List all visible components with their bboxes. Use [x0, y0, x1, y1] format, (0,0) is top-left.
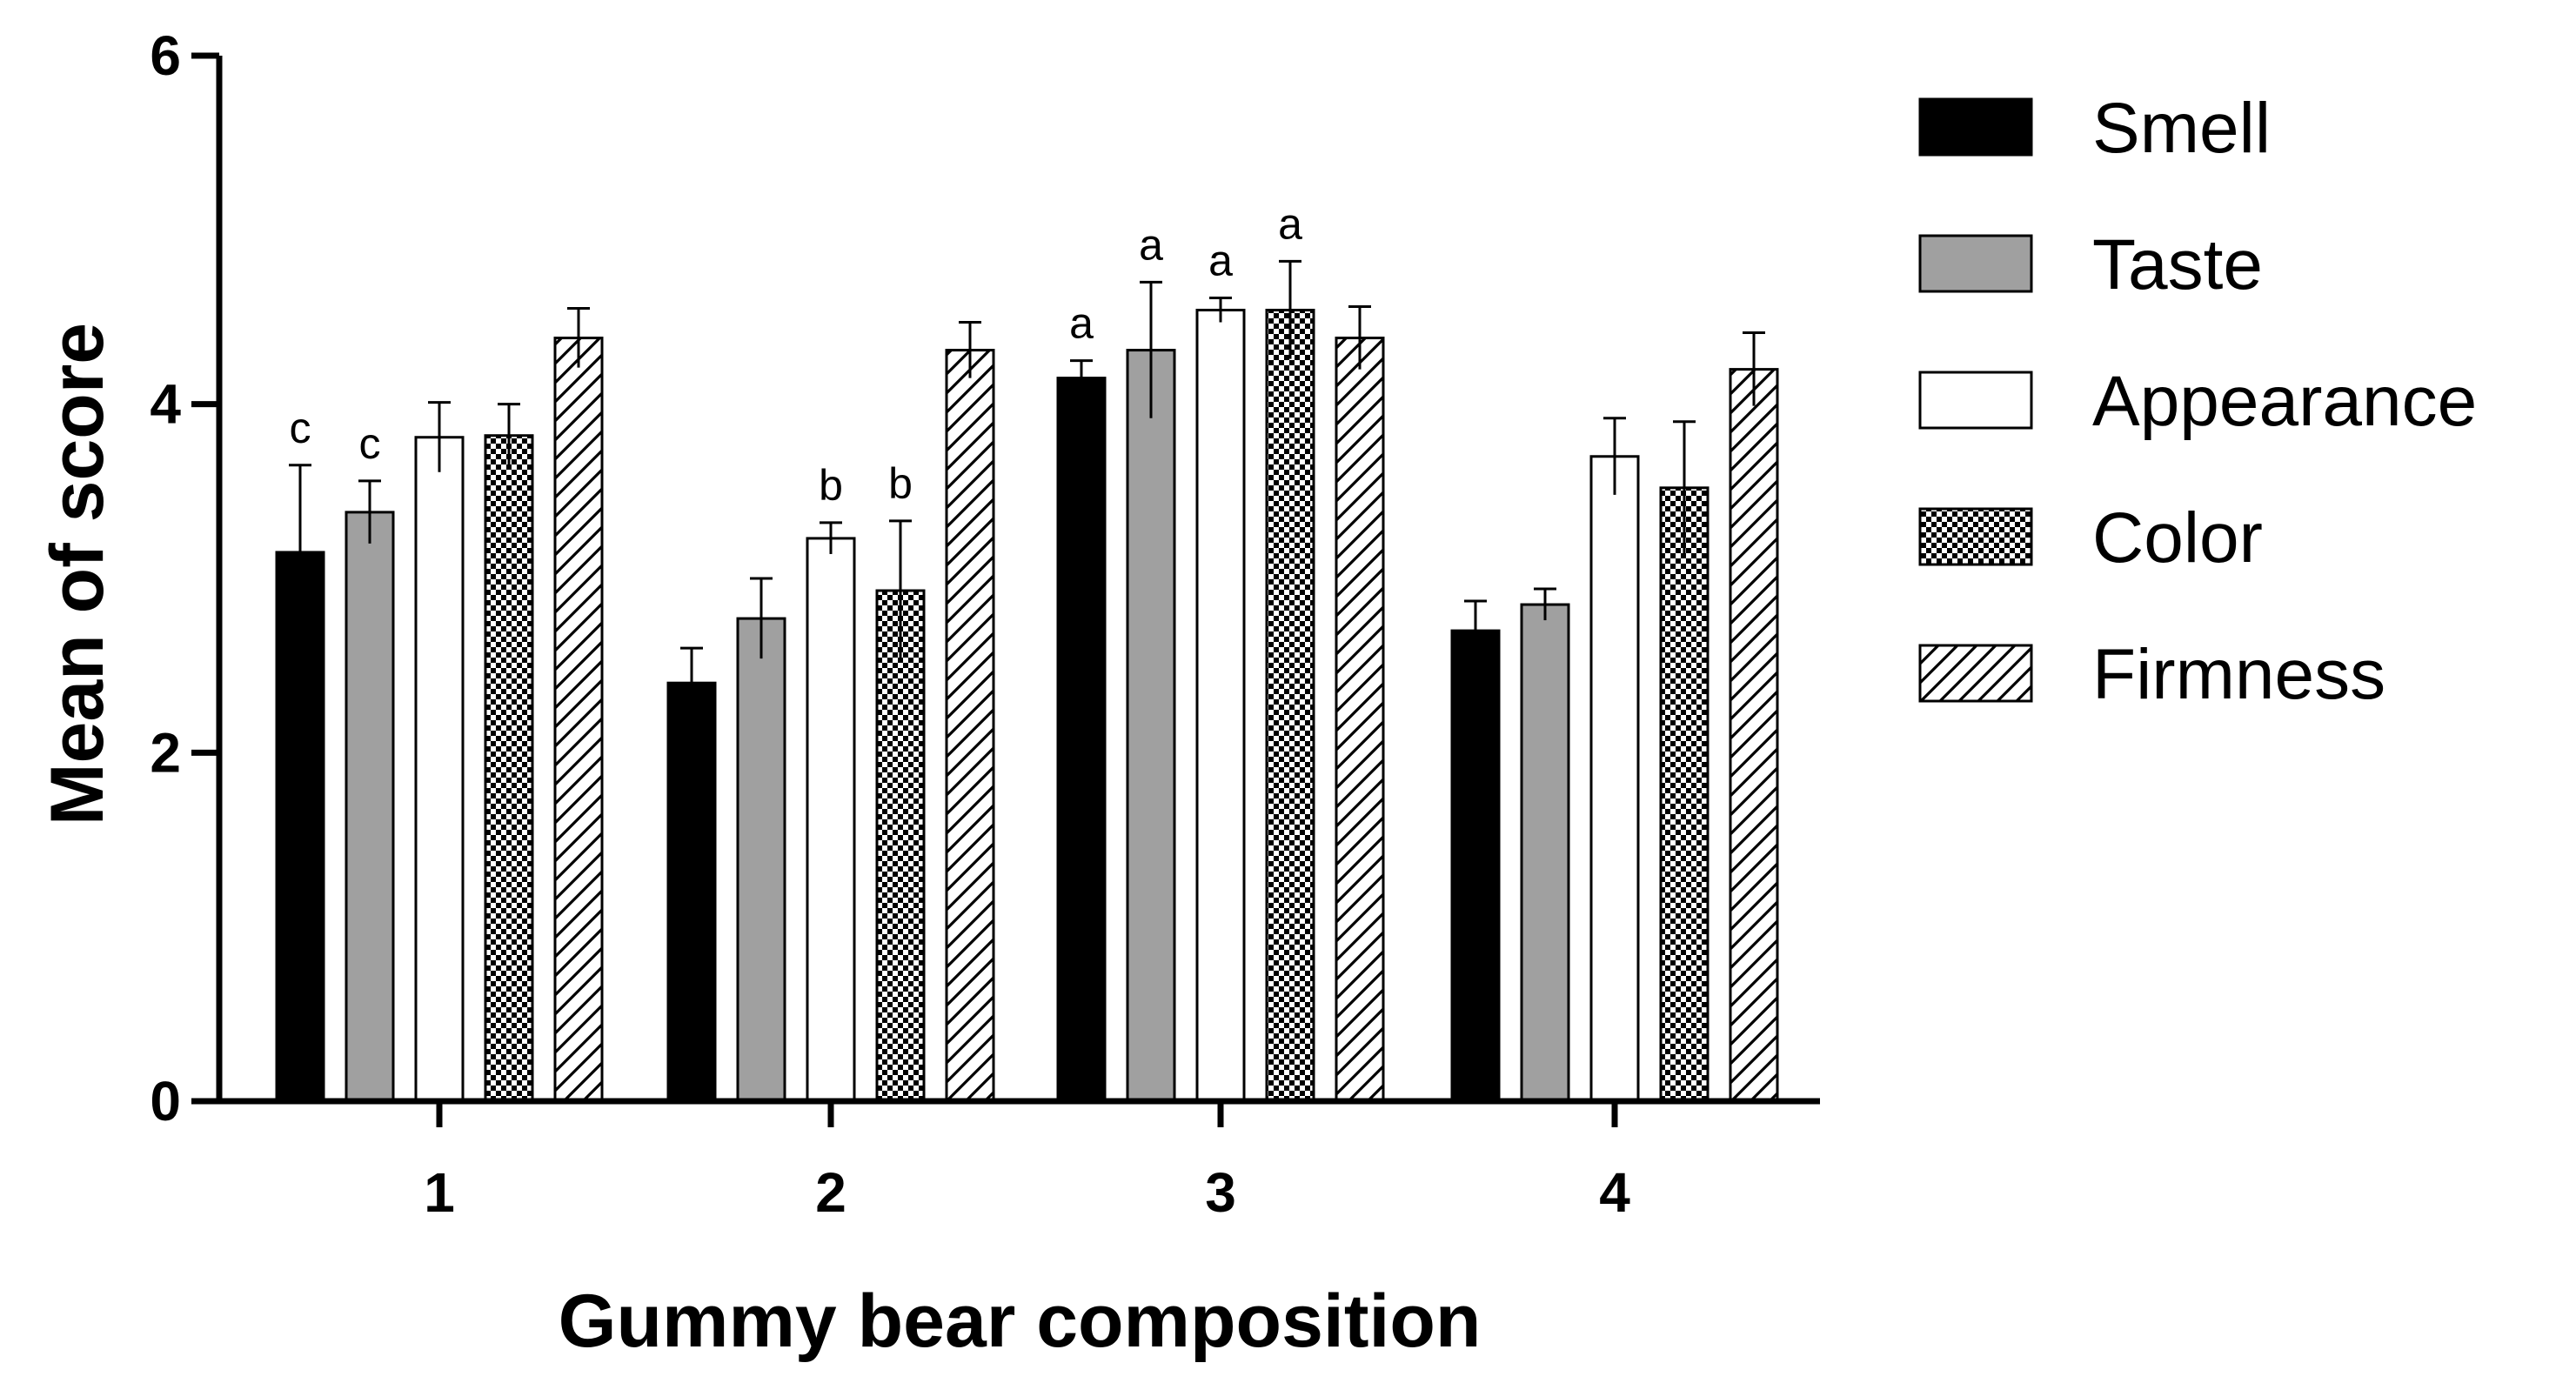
bar-appearance-4 — [1589, 455, 1640, 1103]
bar-appearance-2 — [806, 537, 856, 1103]
bar-appearance-3 — [1195, 308, 1246, 1103]
error-bar-appearance-4 — [1603, 417, 1626, 495]
bar-firmness-1 — [553, 337, 604, 1103]
error-bar-smell-2 — [680, 646, 703, 718]
error-bar-smell-3 — [1070, 359, 1093, 396]
y-tick-label: 0 — [150, 1070, 181, 1132]
error-bar-smell-1 — [289, 464, 311, 640]
legend-label: Appearance — [2092, 362, 2477, 441]
bar-appearance-1 — [414, 436, 465, 1103]
legend-label: Color — [2092, 498, 2263, 578]
bar-firmness-2 — [945, 349, 995, 1103]
significance-label-taste-1: c — [359, 419, 381, 468]
error-bar-appearance-1 — [428, 401, 451, 472]
legend: Smell Taste Appearance Color Firmness — [1918, 89, 2477, 714]
legend-swatch — [1918, 644, 2033, 703]
legend-label: Smell — [2092, 89, 2271, 168]
error-bar-color-2 — [889, 519, 912, 661]
error-bar-firmness-4 — [1743, 331, 1765, 406]
error-bar-taste-2 — [750, 577, 773, 659]
bar-smell-2 — [666, 681, 717, 1103]
error-bar-firmness-3 — [1348, 304, 1371, 370]
bar-color-2 — [875, 589, 926, 1103]
bar-smell-3 — [1056, 377, 1107, 1103]
bar-color-1 — [484, 434, 534, 1103]
bar-taste-4 — [1520, 603, 1570, 1103]
error-bar-firmness-2 — [959, 321, 981, 378]
bar-taste-1 — [345, 511, 395, 1103]
legend-swatch — [1918, 371, 2033, 430]
error-bar-smell-4 — [1464, 599, 1487, 661]
significance-labels-layer: c cb baa aa — [290, 199, 1303, 509]
bar-smell-1 — [275, 551, 325, 1103]
significance-label-taste-3: a — [1139, 220, 1163, 269]
bar-color-3 — [1265, 308, 1315, 1103]
legend-item-color: Color — [1918, 498, 2263, 578]
bar-firmness-3 — [1335, 337, 1385, 1103]
significance-label-color-3: a — [1278, 199, 1302, 248]
error-bar-taste-4 — [1534, 587, 1556, 621]
legend-label: Firmness — [2092, 635, 2385, 714]
bar-smell-4 — [1450, 629, 1501, 1103]
x-tick-label: 1 — [424, 1161, 455, 1224]
legend-item-appearance: Appearance — [1918, 362, 2477, 441]
error-bar-appearance-3 — [1209, 296, 1232, 323]
y-axis-title: Mean of score — [36, 323, 119, 825]
significance-label-color-2: b — [888, 459, 913, 508]
axes — [216, 56, 1820, 1105]
error-bar-taste-3 — [1140, 280, 1162, 418]
y-tick-label: 6 — [150, 24, 181, 87]
legend-label: Taste — [2092, 225, 2263, 304]
significance-label-appearance-2: b — [819, 461, 843, 510]
error-bar-appearance-2 — [820, 521, 842, 554]
error-bar-color-1 — [498, 403, 520, 467]
y-ticks: 0 2 4 6 — [150, 24, 219, 1132]
significance-label-appearance-3: a — [1208, 236, 1233, 284]
error-bar-taste-1 — [358, 479, 381, 544]
legend-swatch — [1918, 234, 2033, 293]
x-tick-label: 3 — [1205, 1161, 1236, 1224]
y-tick-label: 4 — [150, 373, 181, 436]
bars-layer — [275, 308, 1779, 1103]
error-bars-layer — [289, 259, 1765, 718]
y-tick-label: 2 — [150, 721, 181, 784]
x-tick-label: 4 — [1599, 1161, 1630, 1224]
error-bar-color-4 — [1673, 420, 1696, 554]
error-bar-firmness-1 — [567, 306, 590, 368]
x-axis-title: Gummy bear composition — [559, 1279, 1482, 1363]
legend-swatch — [1918, 507, 2033, 566]
bar-taste-3 — [1126, 349, 1176, 1103]
significance-label-smell-1: c — [290, 404, 311, 452]
legend-item-firmness: Firmness — [1918, 635, 2385, 714]
x-ticks: 1 2 3 4 — [424, 1101, 1630, 1224]
x-tick-label: 2 — [815, 1161, 846, 1224]
bar-color-4 — [1659, 486, 1710, 1103]
bar-firmness-4 — [1729, 368, 1779, 1103]
legend-item-taste: Taste — [1918, 225, 2263, 304]
legend-swatch — [1918, 97, 2033, 157]
bar-taste-2 — [736, 617, 786, 1103]
error-bar-color-3 — [1279, 259, 1301, 359]
legend-item-smell: Smell — [1918, 89, 2271, 168]
significance-label-smell-3: a — [1069, 299, 1094, 348]
